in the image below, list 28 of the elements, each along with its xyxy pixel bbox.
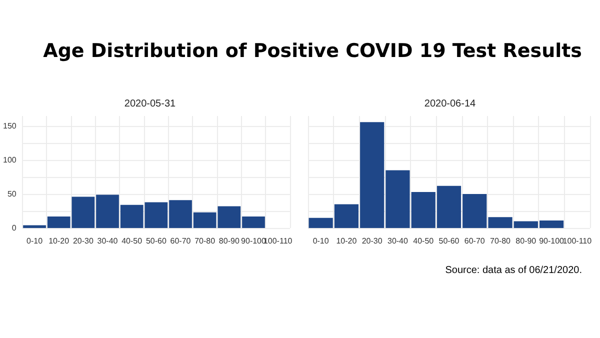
source-note: Source: data as of 06/21/2020.	[445, 265, 582, 276]
x-tick-label: 40-50	[413, 236, 434, 246]
x-tick-label: 70-80	[490, 236, 512, 246]
x-tick-label: 60-70	[464, 236, 486, 246]
x-tick-label: 20-30	[362, 236, 383, 246]
x-tick-label: 30-40	[387, 236, 409, 246]
x-tick-label: 50-60	[146, 236, 167, 246]
x-tick-label: 10-20	[336, 236, 358, 246]
x-tick-label: 80-90	[516, 236, 537, 246]
x-tick-label: 80-90	[218, 236, 240, 246]
chart-subtitle: 2020-06-14	[424, 98, 476, 110]
x-tick-label: 50-60	[438, 236, 460, 246]
x-tick-label: 90-100	[539, 236, 565, 246]
chart-title: Age Distribution of Positive COVID 19 Test Results	[43, 40, 582, 62]
x-tick-label: 0-10	[26, 236, 44, 246]
y-tick-label: 50	[7, 190, 17, 199]
y-tick-label: 100	[2, 156, 17, 165]
chart-subtitle: 2020-05-31	[124, 98, 176, 110]
x-tick-label: 60-70	[170, 236, 192, 246]
y-tick-label: 0	[12, 224, 17, 232]
y-tick-label: 150	[2, 122, 17, 131]
x-tick-label: 40-50	[122, 236, 143, 246]
x-tick-label: 10-20	[48, 236, 70, 246]
x-tick-label: 0-10	[312, 236, 330, 246]
x-tick-label: 100-110	[562, 236, 592, 246]
x-tick-label: 70-80	[194, 236, 216, 246]
x-tick-label: 20-30	[72, 236, 94, 246]
x-tick-label: 30-40	[97, 236, 118, 246]
